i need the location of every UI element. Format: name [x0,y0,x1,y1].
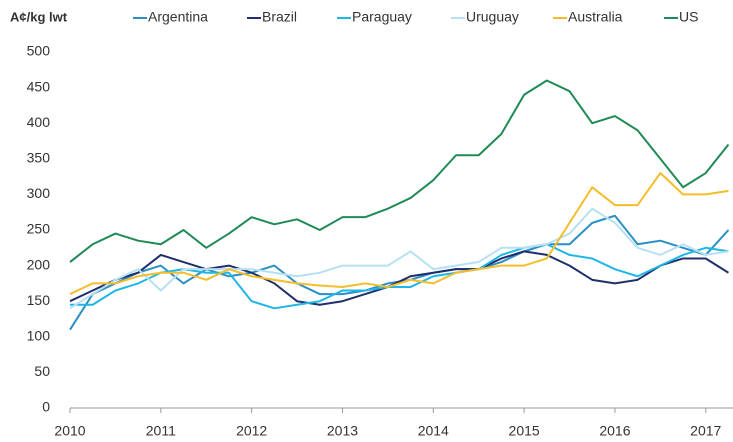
x-tick-label: 2014 [418,423,449,439]
y-tick-label: 150 [27,292,51,308]
y-tick-label: 450 [27,78,51,94]
x-tick-label: 2012 [236,423,267,439]
legend-label: Uruguay [466,9,519,25]
y-tick-label: 350 [27,150,51,166]
y-tick-label: 100 [27,328,51,344]
legend-label: US [679,9,698,25]
x-tick-label: 2010 [54,423,85,439]
series-line [70,243,729,310]
y-tick-label: 0 [42,399,50,415]
x-tick-label: 2011 [146,423,176,439]
series-line [69,79,730,263]
legend-label: Brazil [262,9,297,25]
y-tick-label: 250 [27,221,51,237]
x-tick-label: 2017 [690,423,721,439]
series-line [69,172,729,295]
y-tick-label: 200 [27,256,51,272]
legend-label: Argentina [148,9,208,25]
x-tick-label: 2015 [509,423,540,439]
legend-label: Paraguay [352,9,412,25]
x-tick-label: 2013 [327,423,358,439]
series-line [69,250,729,306]
y-tick-label: 300 [27,185,51,201]
y-axis-label: A¢/kg lwt [10,9,68,24]
series-line [69,207,729,310]
legend-label: Australia [568,9,623,25]
y-tick-label: 50 [34,363,50,379]
y-tick-label: 500 [27,43,51,59]
y-tick-label: 400 [27,114,51,130]
x-tick-label: 2016 [599,423,630,439]
